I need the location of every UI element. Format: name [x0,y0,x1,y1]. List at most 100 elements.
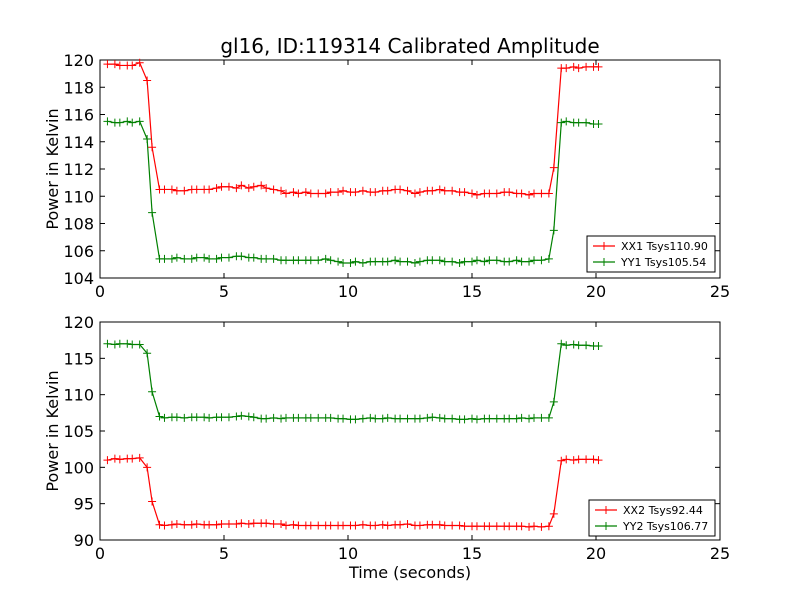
data-point [544,522,553,531]
data-point [435,256,444,265]
y-axis-label: Power in Kelvin [43,370,62,491]
data-point [455,259,464,268]
data-point [435,520,444,529]
data-point [383,257,392,266]
data-point [262,519,271,528]
y-tick-label: 114 [63,133,94,152]
data-point [262,184,271,193]
data-point [334,257,343,266]
data-point [244,520,253,529]
data-point [351,257,360,266]
data-point [224,182,233,191]
data-point [334,188,343,197]
y-tick-label: 112 [63,160,94,179]
data-point [530,522,538,531]
data-point [160,521,169,530]
data-point [530,256,538,265]
data-point [460,522,469,531]
data-point [544,254,553,263]
data-point [383,413,392,422]
data-point [306,189,315,198]
data-point [346,259,355,268]
data-point [460,415,469,424]
data-point [396,185,405,194]
data-point [410,259,419,268]
data-point [366,413,375,422]
y-tick-label: 95 [74,495,94,514]
data-point [289,520,298,529]
data-point [110,60,119,69]
data-point [160,185,169,194]
data-point [237,519,246,528]
data-point [371,414,380,423]
legend-label: XX1 Tsys110.90 [621,240,708,253]
data-point [187,254,196,263]
data-point [321,254,330,263]
x-tick-label: 5 [219,282,229,301]
data-point [128,118,137,127]
data-point [492,256,501,265]
data-point [237,411,246,420]
data-point [326,413,335,422]
y-tick-label: 116 [63,106,94,125]
legend-label: YY2 Tsys106.77 [622,520,708,533]
data-point [172,186,181,195]
data-point [326,188,335,197]
data-point [371,188,380,197]
data-point [306,413,315,422]
data-point [282,189,290,198]
data-point [314,521,323,530]
data-point [440,521,449,530]
y-tick-label: 118 [63,78,94,97]
data-point [294,521,303,530]
data-point [396,257,405,266]
top-panel: 0 5 10 15 20 25 104 106 108 110 112 114 116 118 120 Pow… [43,51,730,301]
data-point [517,189,526,198]
data-point [192,253,201,262]
data-point [383,186,392,195]
data-point [525,414,534,423]
data-point [505,257,514,266]
data-point [224,253,233,262]
data-point [128,340,137,349]
data-point [212,520,221,529]
data-point [435,413,444,422]
data-point [562,64,571,73]
data-point [282,256,290,265]
data-point [148,208,157,217]
legend: XX1 Tsys110.90 YY1 Tsys105.54 [586,235,716,273]
data-point [562,117,571,126]
legend-box [586,235,716,273]
data-point [428,520,437,529]
data-point [172,520,181,529]
data-point [135,58,144,67]
data-point [448,257,457,266]
data-point [135,340,144,349]
data-point [448,414,457,423]
series-line [107,343,599,420]
data-point [428,413,437,422]
data-point [537,256,546,265]
data-point [217,253,226,262]
x-tick-label: 10 [338,282,358,301]
data-point [180,254,189,263]
data-point [143,135,152,144]
data-point [103,339,112,348]
x-tick-label: 15 [462,544,482,563]
y-tick-label: 108 [63,215,94,234]
data-point [148,143,157,152]
data-point [314,413,323,422]
data-point [282,521,290,530]
data-point [314,189,323,198]
data-point [351,188,360,197]
data-point [472,415,481,424]
data-point [237,252,246,261]
data-point [217,182,226,191]
data-point [123,117,132,126]
data-point [594,62,603,71]
data-point [143,76,152,85]
data-point [155,412,164,421]
data-point [440,257,449,266]
data-point [455,521,464,530]
y-tick-label: 120 [63,313,94,332]
